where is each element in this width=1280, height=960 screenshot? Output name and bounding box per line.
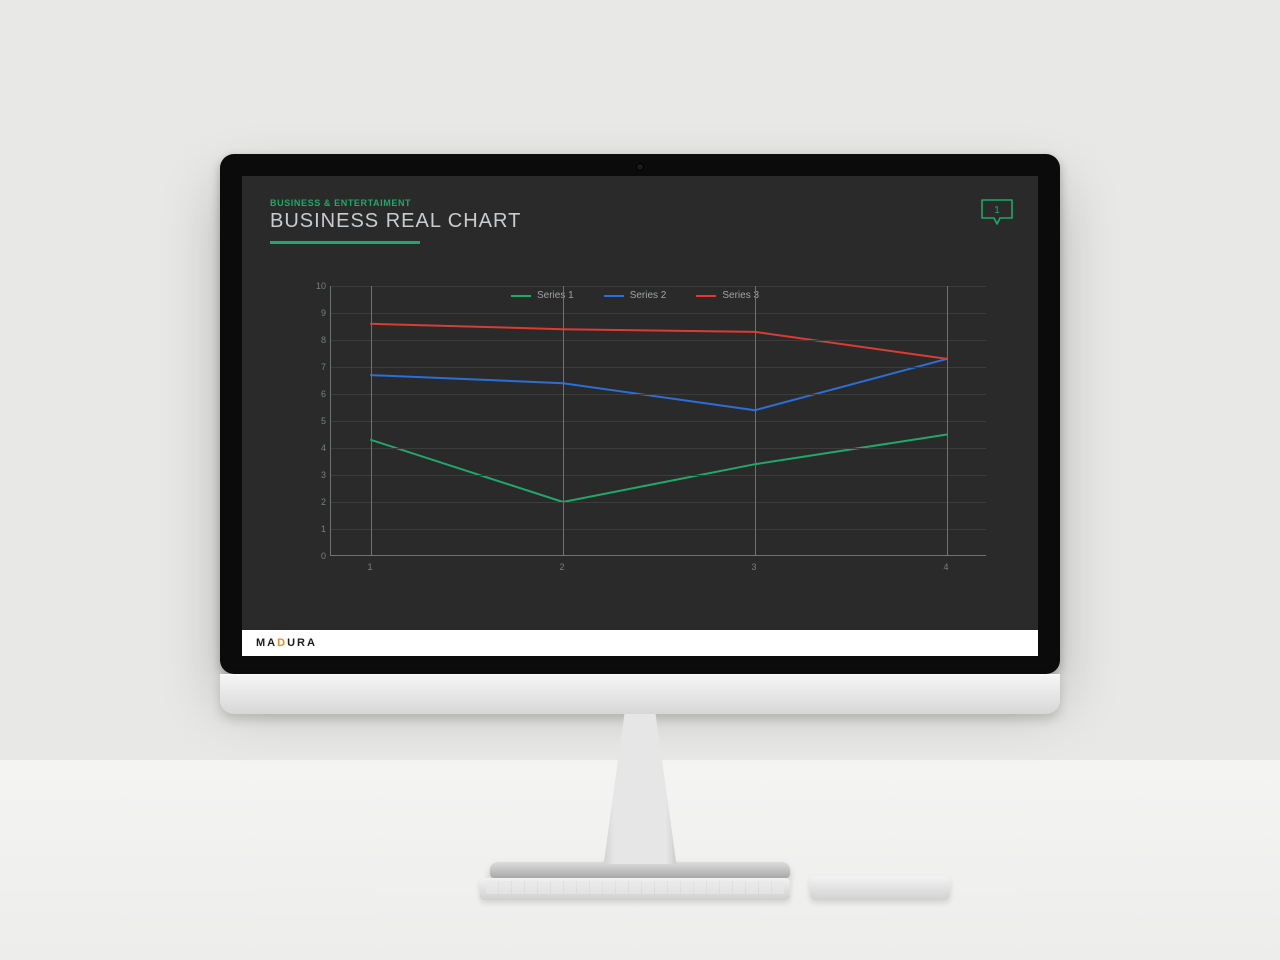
chart-xtick-label: 3: [751, 562, 756, 572]
chart-hgridline: [331, 421, 986, 422]
chart-series-line: [371, 324, 947, 359]
monitor-stand-foot: [490, 862, 790, 878]
webcam-icon: [636, 163, 644, 171]
chart-ytick-label: 9: [302, 308, 326, 318]
slide-title: BUSINESS REAL CHART: [270, 210, 521, 233]
chart-ytick-label: 4: [302, 443, 326, 453]
chart-hgridline: [331, 448, 986, 449]
trackpad-icon: [810, 876, 950, 900]
monitor-bezel: BUSINESS & ENTERTAIMENT BUSINESS REAL CH…: [220, 154, 1060, 674]
comment-count: 1: [994, 205, 1000, 216]
monitor: BUSINESS & ENTERTAIMENT BUSINESS REAL CH…: [220, 154, 1060, 878]
chart-hgridline: [331, 529, 986, 530]
logo-part-1: MA: [256, 637, 277, 649]
chart-ytick-label: 0: [302, 551, 326, 561]
chart-hgridline: [331, 475, 986, 476]
logo-part-3: URA: [287, 637, 317, 649]
presentation-slide: BUSINESS & ENTERTAIMENT BUSINESS REAL CH…: [242, 176, 1038, 656]
chart-vgridline: [371, 286, 372, 555]
chart-ytick-label: 10: [302, 281, 326, 291]
line-chart: Series 1Series 2Series 3 012345678910123…: [306, 286, 986, 586]
chart-ytick-label: 8: [302, 335, 326, 345]
monitor-stand-neck: [575, 714, 705, 864]
chart-ytick-label: 5: [302, 416, 326, 426]
chart-ytick-label: 7: [302, 362, 326, 372]
chart-hgridline: [331, 394, 986, 395]
chart-plot-area: Series 1Series 2Series 3: [330, 286, 986, 556]
eyebrow-text: BUSINESS & ENTERTAIMENT: [270, 198, 521, 208]
chart-xtick-label: 1: [367, 562, 372, 572]
chart-vgridline: [755, 286, 756, 555]
monitor-chin: [220, 674, 1060, 714]
chart-hgridline: [331, 286, 986, 287]
chart-hgridline: [331, 340, 986, 341]
chart-hgridline: [331, 367, 986, 368]
chart-xtick-label: 2: [559, 562, 564, 572]
slide-header: BUSINESS & ENTERTAIMENT BUSINESS REAL CH…: [270, 198, 521, 244]
comment-badge-icon: 1: [980, 198, 1014, 233]
chart-series-line: [371, 435, 947, 503]
chart-ytick-label: 2: [302, 497, 326, 507]
chart-hgridline: [331, 502, 986, 503]
slide-footer-bar: MADURA: [242, 630, 1038, 656]
title-underline: [270, 241, 420, 244]
brand-logo: MADURA: [256, 637, 317, 649]
chart-ytick-label: 1: [302, 524, 326, 534]
chart-vgridline: [563, 286, 564, 555]
chart-vgridline: [947, 286, 948, 555]
keyboard-icon: [480, 878, 790, 900]
logo-part-2: D: [277, 637, 287, 649]
chart-xtick-label: 4: [943, 562, 948, 572]
chart-ytick-label: 3: [302, 470, 326, 480]
chart-hgridline: [331, 313, 986, 314]
chart-ytick-label: 6: [302, 389, 326, 399]
